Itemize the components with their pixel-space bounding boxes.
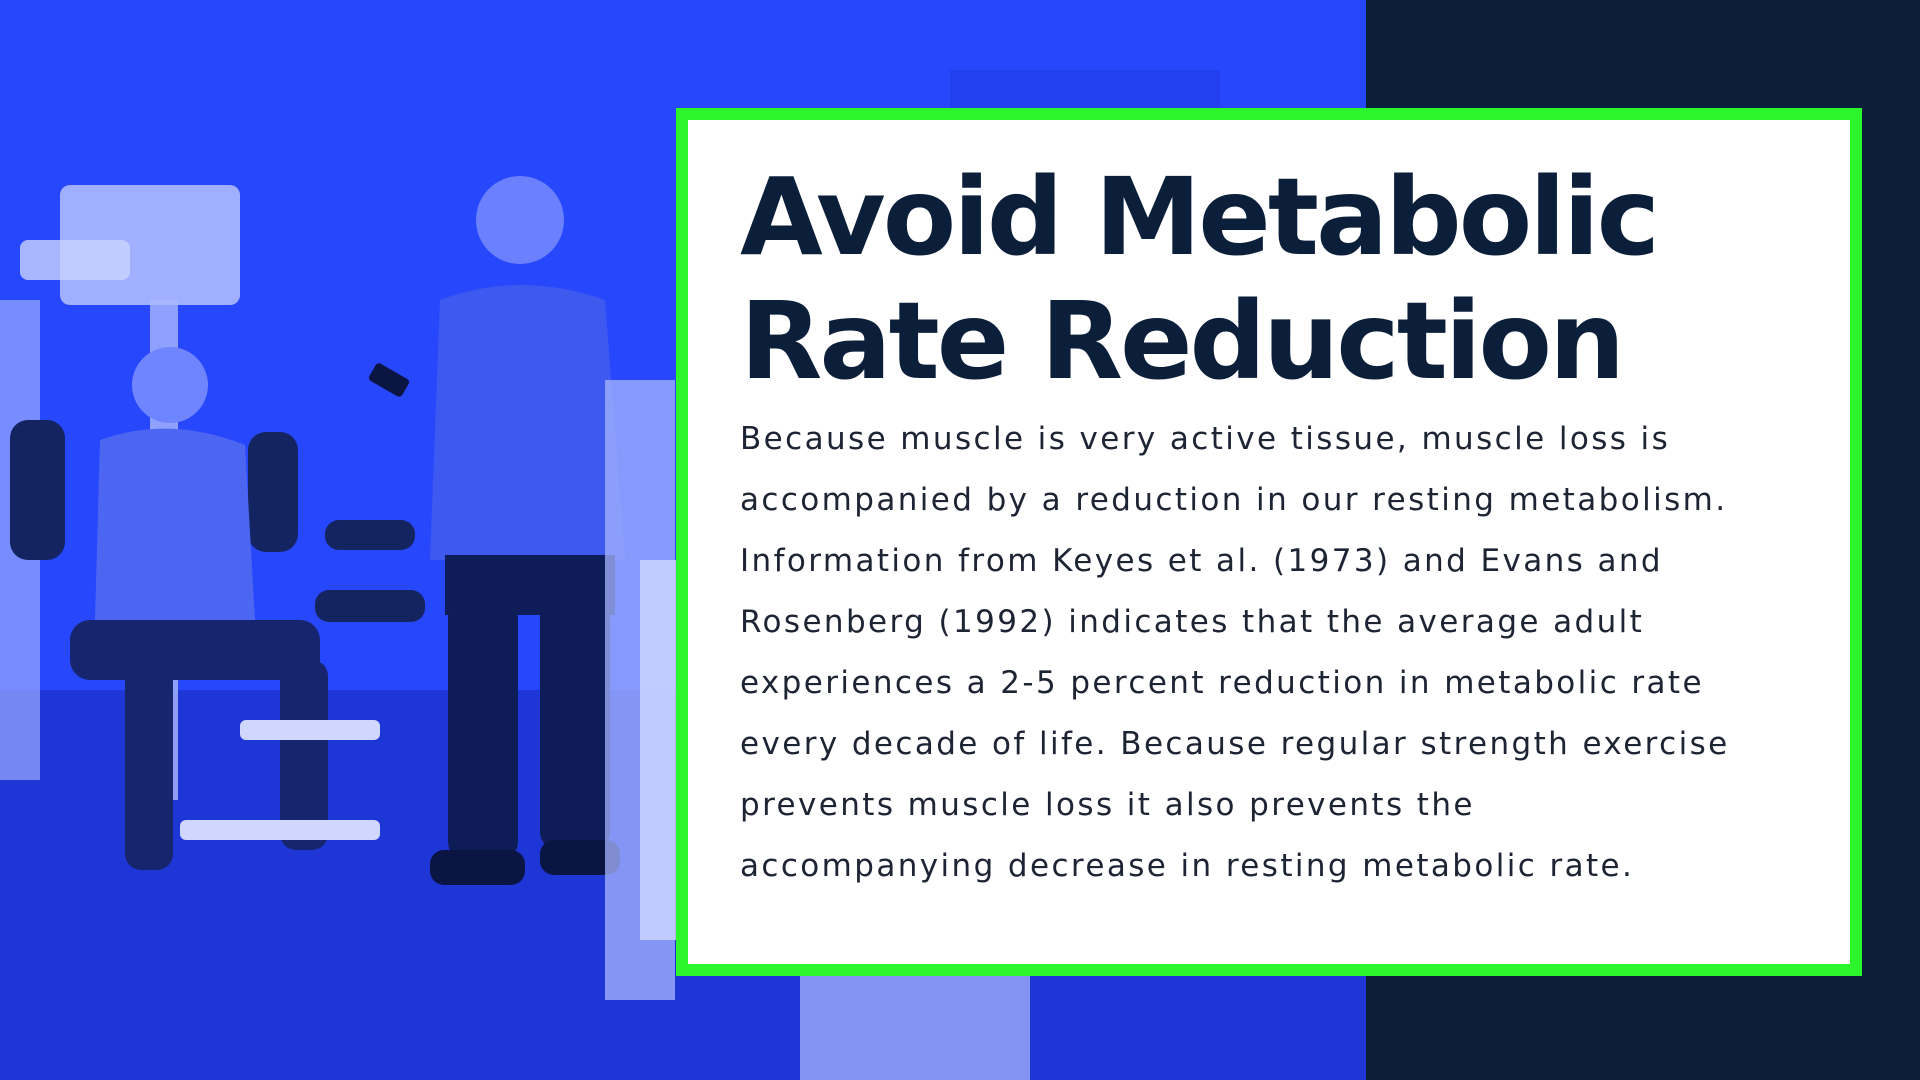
slide-body-text: Because muscle is very active tissue, mu… xyxy=(740,409,1840,897)
body-line: Rosenberg (1992) indicates that the aver… xyxy=(740,604,1645,640)
body-line: accompanying decrease in resting metabol… xyxy=(740,848,1635,884)
body-line: experiences a 2-5 percent reduction in m… xyxy=(740,665,1704,701)
body-line: Because muscle is very active tissue, mu… xyxy=(740,421,1671,457)
slide-title-line: Avoid Metabolic xyxy=(740,156,1660,280)
text-card: Avoid Metabolic Rate Reduction Because m… xyxy=(676,108,1862,976)
body-line: prevents muscle loss it also prevents th… xyxy=(740,787,1475,823)
body-line: accompanied by a reduction in our restin… xyxy=(740,482,1728,518)
slide-title-line: Rate Reduction xyxy=(740,280,1625,404)
body-line: Information from Keyes et al. (1973) and… xyxy=(740,543,1663,579)
body-line: every decade of life. Because regular st… xyxy=(740,726,1730,762)
slide-title: Avoid Metabolic Rate Reduction xyxy=(740,156,1840,404)
